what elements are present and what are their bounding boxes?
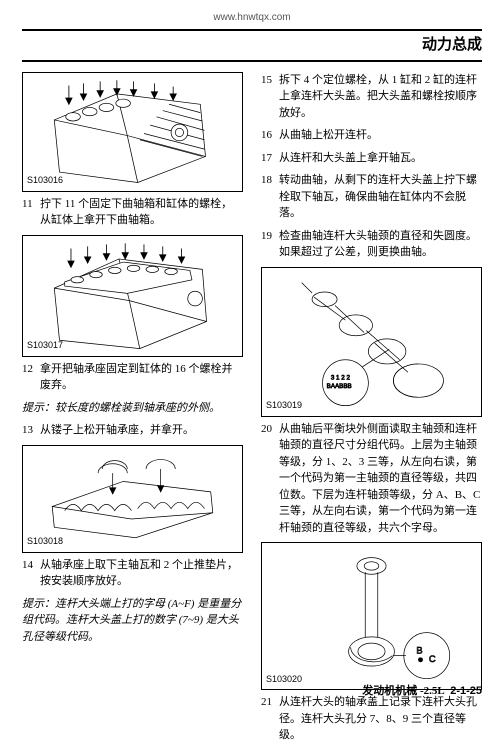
figure-id: S103018 [27,535,63,549]
svg-text:BAABBB: BAABBB [327,382,352,389]
svg-text:B: B [416,646,422,656]
left-column: S103016 11拧下 11 个固定下曲轴箱和缸体的螺栓，从缸体上拿开下曲轴箱… [22,72,243,750]
step-12: 12拿开把轴承座固定到缸体的 16 个螺栓并废弃。 [22,361,243,394]
figure-id: S103016 [27,174,63,188]
figure-id: S103019 [266,399,302,413]
figure-s103020: B C S103020 [261,542,482,690]
watermark: www.hnwtqx.com [22,10,482,25]
footer-page: 2-1-25 [450,685,482,697]
svg-text:C: C [429,654,436,664]
figure-id: S103017 [27,339,63,353]
page-footer: 发动机机械 -2.5L 2-1-25 [362,683,482,700]
step-11: 11拧下 11 个固定下曲轴箱和缸体的螺栓，从缸体上拿开下曲轴箱。 [22,196,243,229]
step-17: 17从连杆和大头盖上拿开轴瓦。 [261,150,482,167]
step-21: 21从连杆大头的轴承盖上记录下连杆大头孔径。连杆大头孔分 7、8、9 三个直径等… [261,694,482,744]
figure-s103019: 3 1 2 2 BAABBB S103019 [261,267,482,417]
hint-14: 提示：连杆大头端上打的字母 (A~F) 是重量分组代码。连杆大头盖上打的数字 (… [22,596,243,646]
step-13: 13从镂子上松开轴承座，并拿开。 [22,422,243,439]
step-18: 18转动曲轴，从剩下的连杆大头盖上拧下螺栓取下轴瓦，确保曲轴在缸体内不会脱落。 [261,172,482,222]
header-title: 动力总成 [422,37,482,53]
figure-s103016: S103016 [22,72,243,192]
figure-s103018: S103018 [22,445,243,553]
figure-s103017: S103017 [22,235,243,357]
step-16: 16从曲轴上松开连杆。 [261,127,482,144]
right-column: 15拆下 4 个定位螺栓，从 1 缸和 2 缸的连杆上拿连杆大头盖。把大头盖和螺… [261,72,482,750]
page-header: 动力总成 [22,29,482,62]
svg-text:3 1 2 2: 3 1 2 2 [331,374,351,381]
footer-section: 发动机机械 -2.5L [362,685,445,697]
step-14: 14从轴承座上取下主轴瓦和 2 个止推垫片，按安装顺序放好。 [22,557,243,590]
step-20: 20从曲轴后平衡块外侧面读取主轴颈和连杆轴颈的直径尺寸分组代码。上层为主轴颈等级… [261,421,482,537]
step-19: 19检查曲轴连杆大头轴颈的直径和失圆度。如果超过了公差，则更换曲轴。 [261,228,482,261]
hint-12: 提示：较长度的螺栓装到轴承座的外侧。 [22,400,243,417]
figure-id: S103020 [266,673,302,687]
step-15: 15拆下 4 个定位螺栓，从 1 缸和 2 缸的连杆上拿连杆大头盖。把大头盖和螺… [261,72,482,122]
